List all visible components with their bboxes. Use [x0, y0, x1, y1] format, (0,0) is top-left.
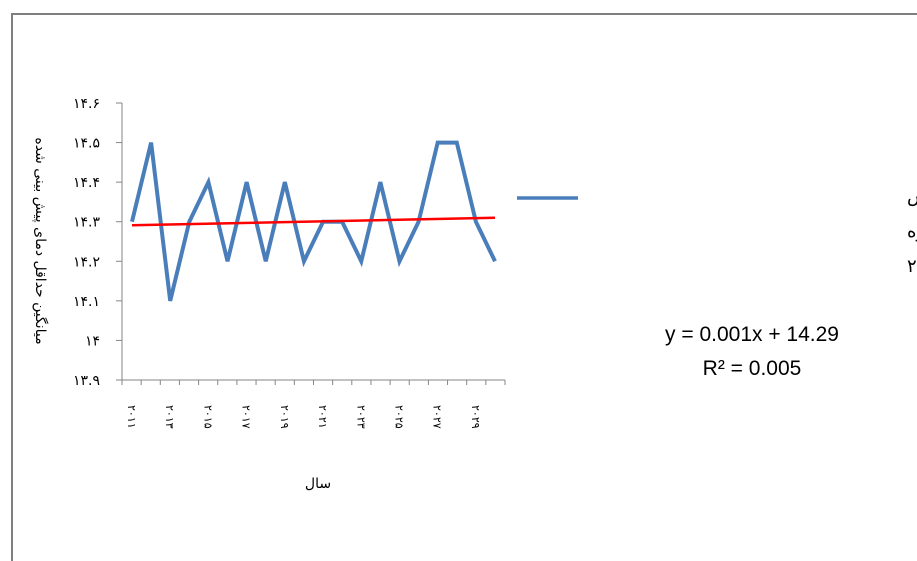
x-tick-label: ۲۰۲۱ [316, 405, 329, 429]
y-tick-label: ۱۳.۹ [73, 373, 100, 389]
x-tick-label: ۲۰۲۵ [392, 405, 405, 429]
x-tick-label: ۲۰۱۹ [278, 405, 291, 429]
x-axis-ticks: ۲۰۱۱ ۲۰۱۳ ۲۰۱۵ ۲۰۱۷ ۲۰۱۹ ۲۰۲۱ ۲۰۲۳ ۲۰۲۵ ۲۰۲۷ ۲۰۲۹ [121, 380, 506, 429]
x-tick-label: ۲۰۲۷ [431, 405, 444, 429]
y-tick-label: ۱۴.۴ [73, 175, 100, 191]
legend-line-2: بینی شده ایستگاه رشت در بازه [907, 220, 917, 242]
x-tick-label: ۲۰۲۳ [354, 405, 367, 429]
series-line [130, 140, 497, 302]
legend: میانگین حداقل دمای سالانه پیش بینی شده ا… [517, 185, 917, 277]
x-tick-label: ۲۰۱۱ [125, 405, 138, 429]
y-tick-label: ۱۴.۵ [73, 136, 100, 152]
y-tick-label: ۱۴.۱ [73, 294, 100, 310]
frame-border-left [11, 13, 13, 561]
x-tick-label: ۲۰۱۵ [201, 405, 214, 429]
x-tick-label: ۲۰۲۹ [469, 405, 482, 429]
trendline-r-squared: R² = 0.005 [703, 357, 802, 380]
y-tick-label: ۱۴.۲ [73, 254, 100, 270]
x-tick-label: ۲۰۱۷ [240, 405, 253, 429]
y-tick-label: ۱۴.۳ [73, 215, 100, 231]
trendline [131, 216, 496, 227]
frame-border-top [11, 13, 917, 15]
legend-line-1: میانگین حداقل دمای سالانه پیش [907, 185, 917, 207]
x-tick-label: ۲۰۱۳ [163, 405, 176, 429]
y-tick-label: ۱۴ [85, 333, 100, 349]
trendline-group [131, 216, 496, 227]
y-axis-ticks: ۱۳.۹ ۱۴ ۱۴.۱ ۱۴.۲ ۱۴.۳ ۱۴.۴ ۱۴.۵ ۱۴.۶ [73, 96, 122, 389]
trendline-equation: y = 0.001x + 14.29 [665, 323, 839, 346]
x-axis-title: سال [305, 476, 331, 492]
y-tick-label: ۱۴.۶ [73, 96, 100, 112]
legend-line-3: ۲۰۱۱ تا ۲۰۳۰ [907, 256, 917, 277]
y-axis-title: میانگین حداقل دمای پیش بینی شده [32, 137, 49, 344]
